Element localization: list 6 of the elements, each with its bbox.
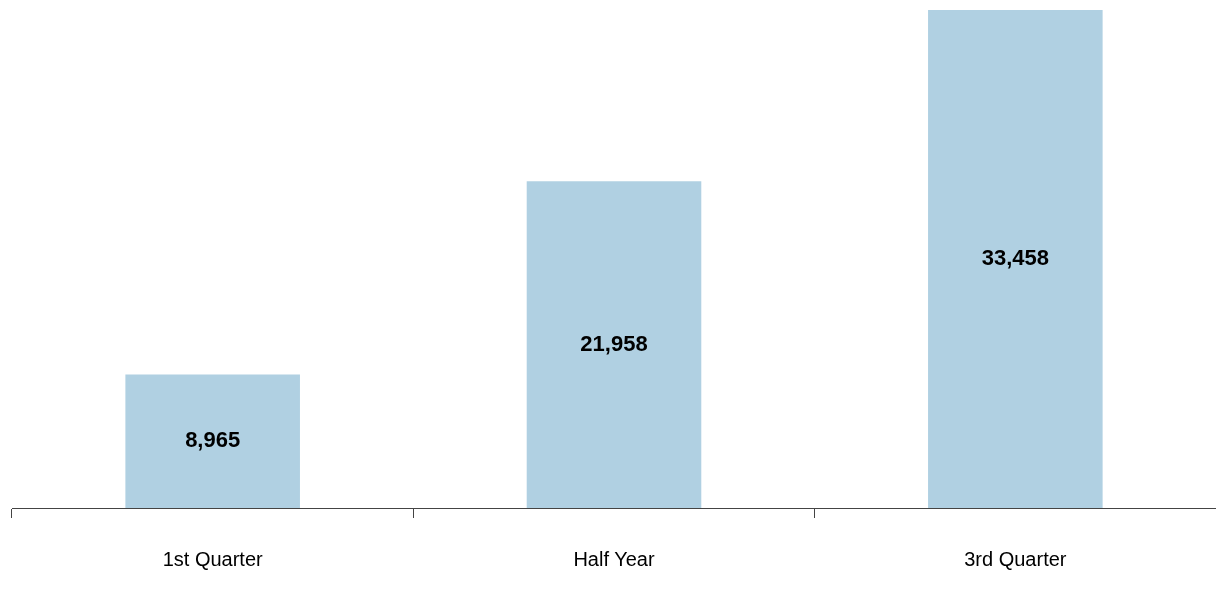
data-label: 8,965 — [185, 427, 241, 453]
x-tick-label: 1st Quarter — [162, 547, 264, 570]
x-tick-label: Half Year — [573, 547, 655, 570]
data-label: 33,458 — [981, 245, 1049, 271]
data-label: 21,958 — [580, 330, 648, 356]
x-tick-label: 3rd Quarter — [964, 547, 1067, 570]
